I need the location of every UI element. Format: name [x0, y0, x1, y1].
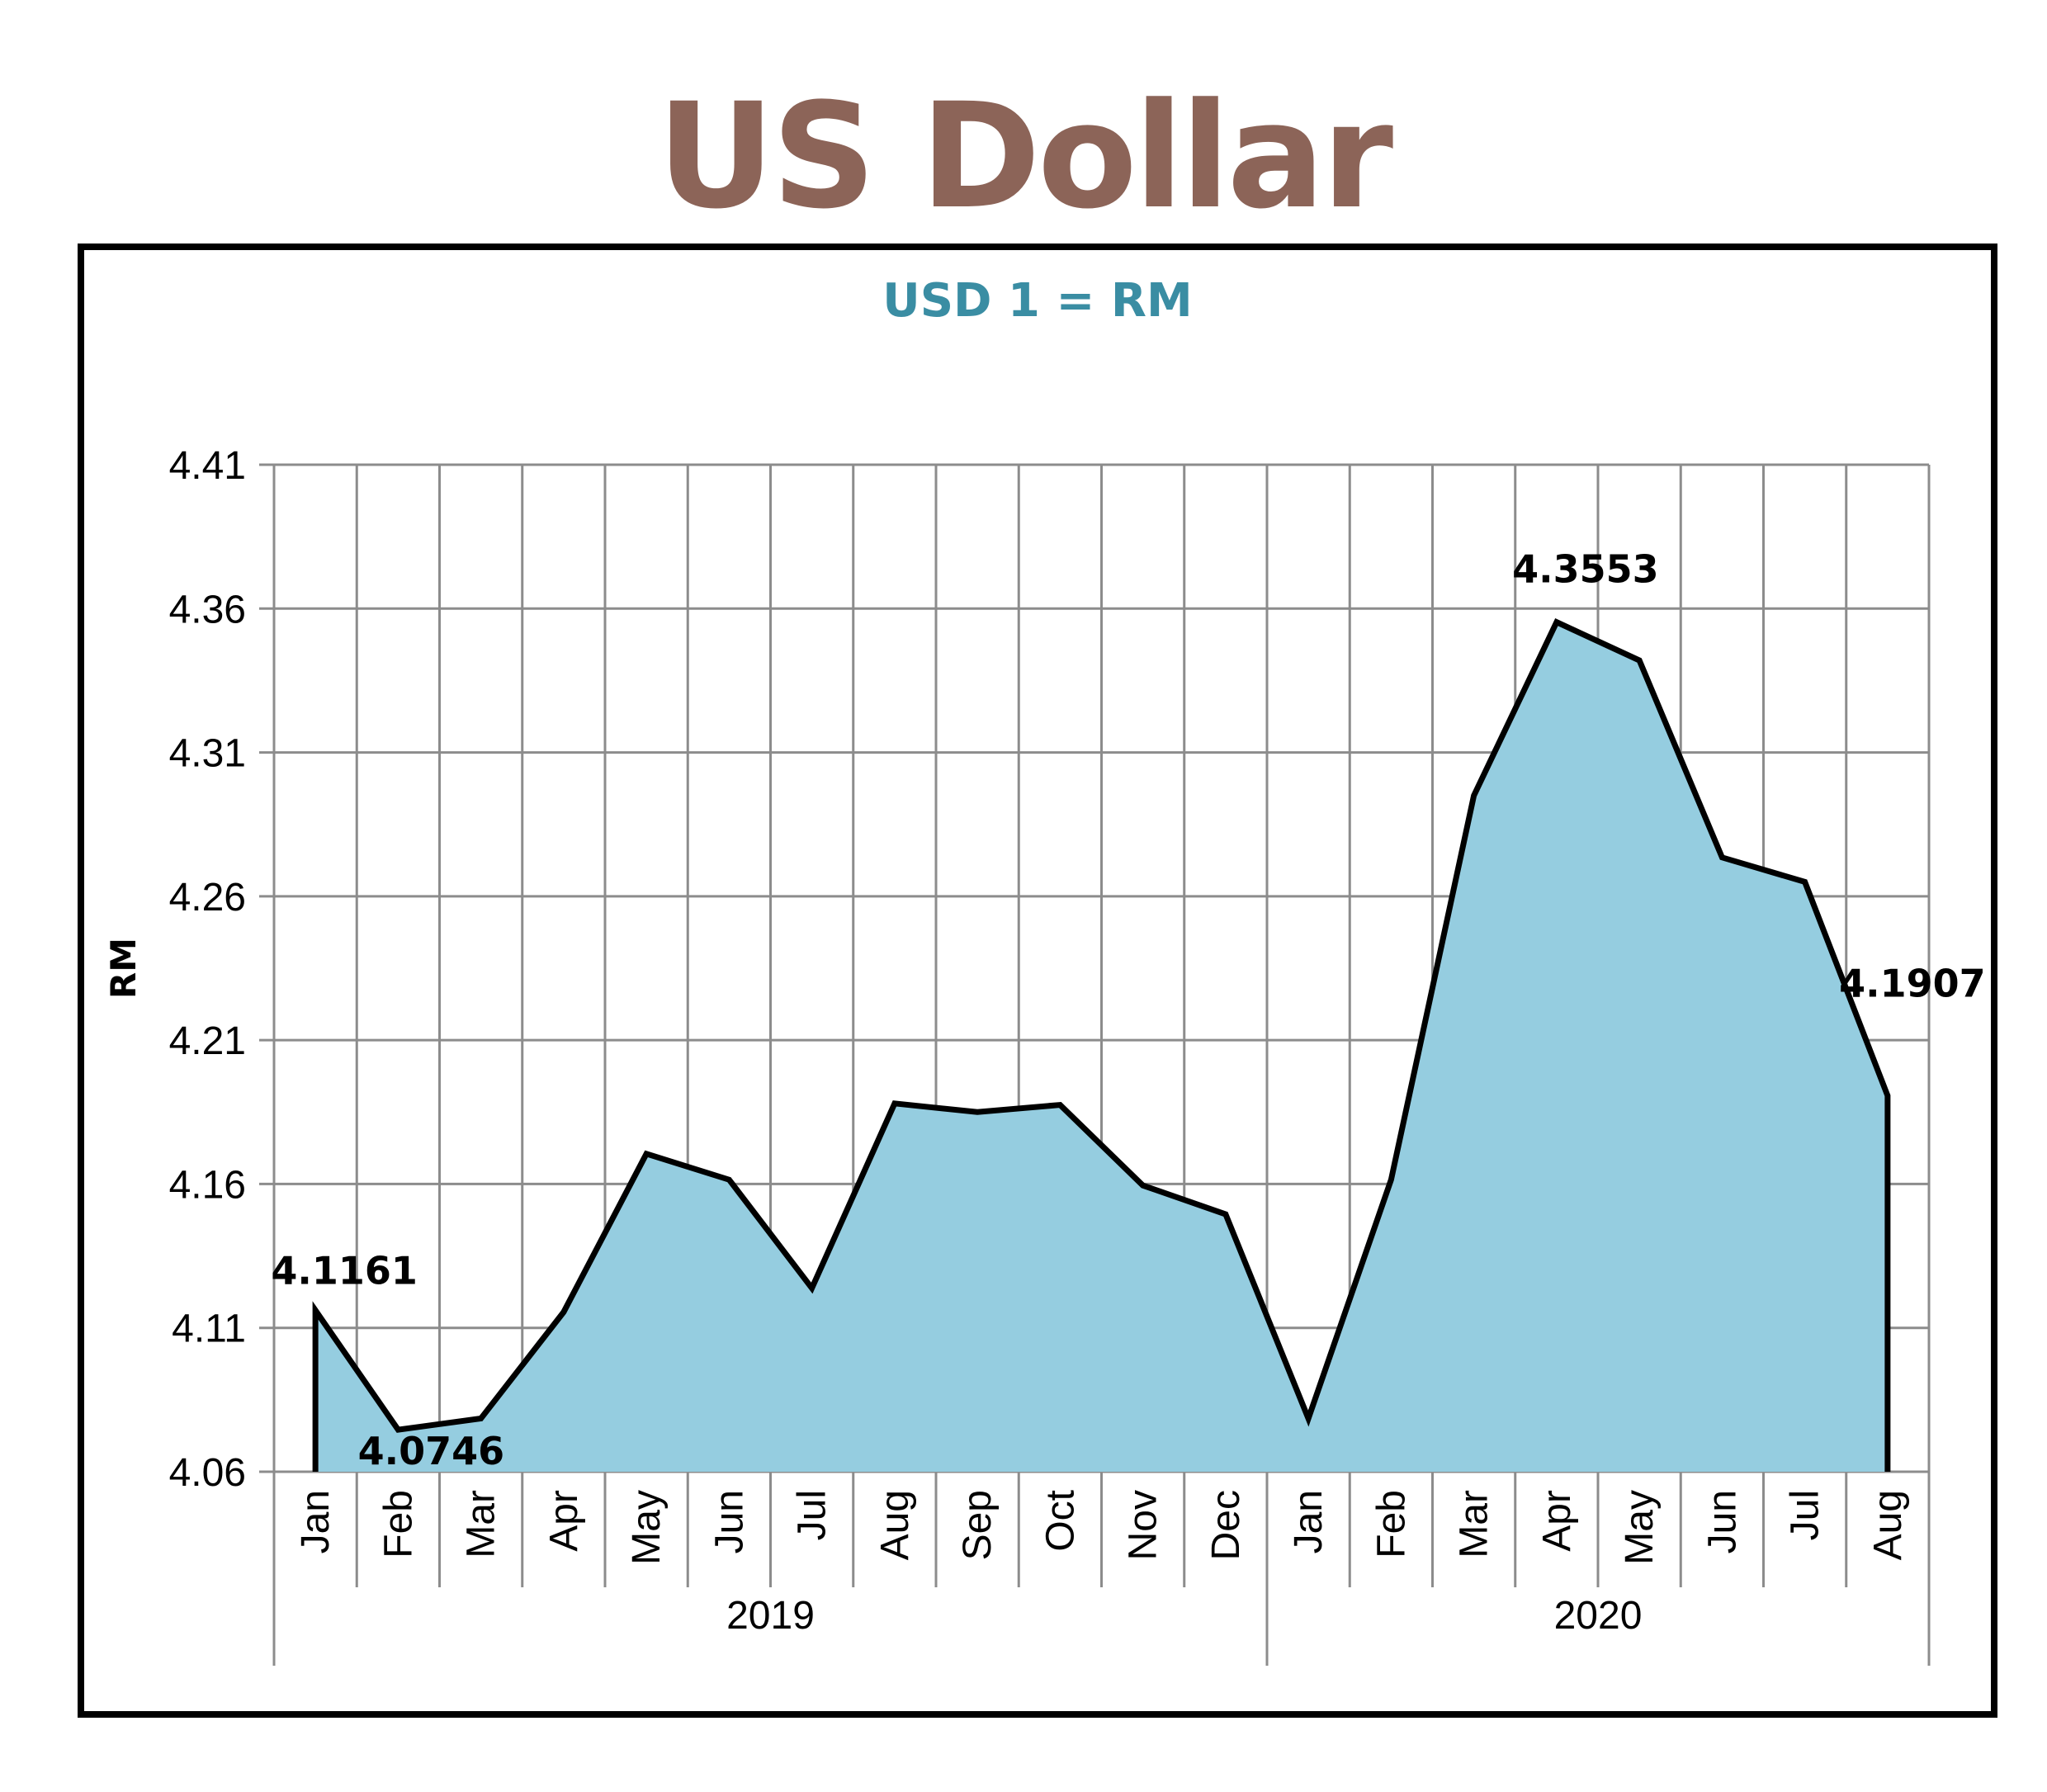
x-tick-label: Dec: [1204, 1490, 1248, 1560]
y-tick-label: 4.41: [169, 444, 246, 488]
x-tick-label: Mar: [460, 1490, 503, 1558]
x-tick-label: Feb: [1369, 1490, 1413, 1558]
series-line: [312, 618, 1891, 1472]
data-point: [1886, 1095, 1889, 1097]
y-tick-label: 4.06: [169, 1451, 246, 1495]
x-tick-label: Apr: [1535, 1490, 1579, 1552]
year-label: 2020: [1554, 1594, 1643, 1638]
x-tick-label: Feb: [376, 1490, 420, 1558]
data-point: [1555, 621, 1558, 623]
page-title: US Dollar: [656, 72, 1393, 241]
data-point: [811, 1287, 813, 1289]
y-axis-label: RM: [103, 938, 144, 999]
x-tick-label: Jan: [1287, 1490, 1331, 1553]
data-point: [1473, 794, 1475, 797]
chart-subtitle: USD 1 = RM: [882, 274, 1193, 328]
x-tick-label: Jul: [1784, 1490, 1827, 1540]
x-tick-label: Aug: [1866, 1490, 1910, 1560]
data-point: [1059, 1104, 1061, 1106]
data-point: [397, 1429, 399, 1431]
x-tick-label: Jun: [707, 1490, 751, 1553]
x-tick-label: Mar: [1453, 1490, 1496, 1558]
data-label: 4.3553: [1512, 547, 1659, 592]
year-label: 2019: [726, 1594, 815, 1638]
y-tick-label: 4.26: [169, 876, 246, 920]
data-point: [1142, 1184, 1144, 1187]
y-tick-label: 4.36: [169, 588, 246, 631]
x-tick-layer: Jan Feb Mar Apr May Jun Jul Aug Sep Oct Nov Dec Jan F…: [294, 1490, 1910, 1638]
x-tick-label: Aug: [873, 1490, 917, 1560]
x-tick-label: Oct: [1038, 1490, 1082, 1552]
data-point: [1638, 660, 1641, 662]
data-point: [976, 1111, 979, 1113]
y-tick-label: 4.31: [169, 732, 246, 776]
data-point: [1721, 856, 1723, 858]
data-label: 4.1161: [271, 1248, 418, 1293]
data-label-layer: 4.1161 4.0746 4.3553 4.1907: [271, 547, 1985, 1473]
x-tick-label: Sep: [956, 1490, 1000, 1560]
series-area: [315, 622, 1888, 1472]
x-tick-label: May: [625, 1490, 669, 1565]
x-tick-label: Jul: [791, 1490, 834, 1540]
x-tick-label: Jun: [1700, 1490, 1744, 1553]
x-tick-label: May: [1618, 1490, 1662, 1565]
data-point: [893, 1102, 896, 1104]
data-point: [728, 1179, 730, 1181]
data-point: [1390, 1179, 1392, 1181]
y-tick-label: 4.21: [169, 1019, 246, 1063]
data-point: [1307, 1417, 1310, 1420]
data-point: [645, 1152, 648, 1155]
data-point: [1224, 1213, 1227, 1216]
x-tick-label: Apr: [542, 1490, 586, 1552]
y-tick-layer: 4.41 4.36 4.31 4.26 4.21 4.16 4.11 4.06: [169, 444, 246, 1495]
data-label: 4.1907: [1839, 961, 1986, 1005]
x-tick-label: Nov: [1122, 1490, 1165, 1560]
y-tick-label: 4.11: [172, 1307, 246, 1351]
data-point: [314, 1309, 317, 1312]
area-layer: [312, 618, 1891, 1472]
data-label: 4.0746: [358, 1429, 505, 1473]
data-point: [562, 1311, 565, 1313]
chart-frame: USD 1 = RM 4.41 4.36 4.31 4.26 4.21 4.16 4.11 4…: [78, 244, 1997, 1718]
y-tick-label: 4.16: [169, 1163, 246, 1207]
area-chart: USD 1 = RM 4.414.364.314.264.214.164.114…: [103, 274, 1986, 1666]
x-tick-label: Jan: [294, 1490, 338, 1553]
data-point: [480, 1417, 482, 1420]
data-point: [1804, 881, 1806, 883]
